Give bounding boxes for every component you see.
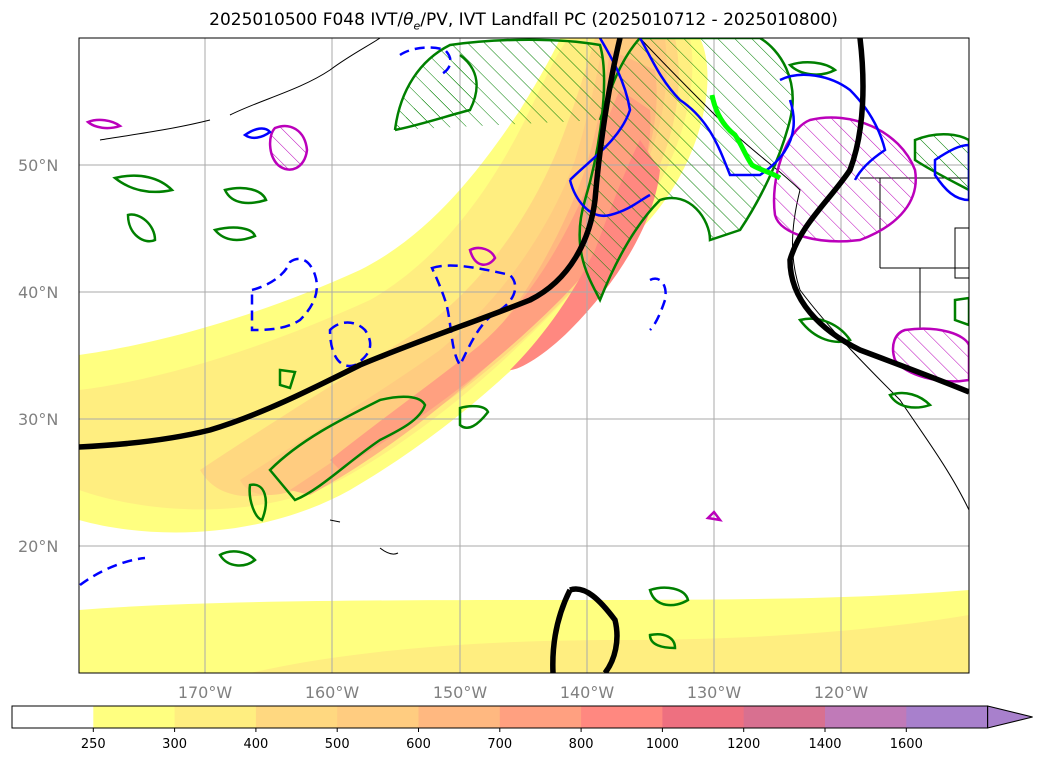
colorbar-tick-label: 700 (487, 737, 512, 752)
colorbar-segment (418, 706, 501, 728)
lat-label-20: 20°N (18, 537, 58, 556)
colorbar-segment (174, 706, 257, 728)
pv-contours-blue (79, 38, 969, 587)
colorbar-segment (255, 706, 338, 728)
colorbar-segment (93, 706, 176, 728)
colorbar-segment (662, 706, 745, 728)
lat-label-50: 50°N (18, 156, 58, 175)
lon-label-140w: 140°W (560, 683, 615, 702)
landfall-line (709, 94, 782, 181)
lon-label-130w: 130°W (687, 683, 742, 702)
lon-label-150w: 150°W (433, 683, 488, 702)
map-panel (79, 38, 969, 673)
colorbar-segment (825, 706, 907, 728)
colorbar-segment (906, 706, 989, 728)
colorbar-tick-label: 300 (162, 737, 187, 752)
colorbar-tick-label: 800 (569, 737, 594, 752)
lon-label-160w: 160°W (305, 683, 360, 702)
lat-label-40: 40°N (18, 283, 58, 302)
lon-label-120w: 120°W (814, 683, 869, 702)
colorbar-tick-label: 1600 (890, 737, 923, 752)
map-title: 2025010500 F048 IVT/θe/PV, IVT Landfall … (209, 10, 838, 33)
colorbar-tick-label: 1400 (808, 737, 841, 752)
colorbar-segment (499, 706, 582, 728)
graticule (79, 38, 969, 673)
latitude-labels: 50°N 40°N 30°N 20°N (18, 156, 58, 556)
colorbar-tick-label: 600 (406, 737, 431, 752)
colorbar-segment (12, 706, 94, 728)
longitude-labels: 170°W 160°W 150°W 140°W 130°W 120°W (178, 683, 869, 702)
theta-e-contours (79, 38, 969, 673)
colorbar-tick-label: 500 (325, 737, 350, 752)
colorbar-tick-label: 1200 (727, 737, 760, 752)
colorbar-tick-label: 400 (243, 737, 268, 752)
colorbar-segment (743, 706, 826, 728)
colorbar: 250 300 400 500 600 700 800 1000 1200 1400 1600 (11, 705, 1033, 752)
colorbar-tick-label: 1000 (646, 737, 679, 752)
colorbar-extend-arrow (987, 705, 1033, 729)
colorbar-segment (581, 706, 663, 728)
colorbar-tick-label: 250 (81, 737, 106, 752)
lat-label-30: 30°N (18, 410, 58, 429)
lon-label-170w: 170°W (178, 683, 233, 702)
colorbar-segment (337, 706, 419, 728)
map-border (78, 37, 970, 674)
